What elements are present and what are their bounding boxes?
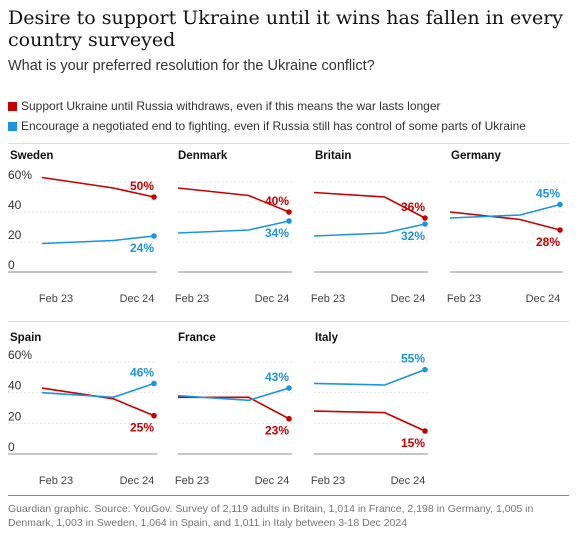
end-label-negotiate: 24% <box>130 241 154 255</box>
series-line-negotiate <box>449 203 561 219</box>
chart-title: Desire to support Ukraine until it wins … <box>8 7 564 51</box>
legend-item-negotiate: Encourage a negotiated end to fighting, … <box>8 119 573 133</box>
chart-subtitle: What is your preferred resolution for th… <box>8 58 375 74</box>
series-line-negotiate <box>41 235 155 245</box>
series-line-support <box>449 211 561 231</box>
panel-title-spain: Spain <box>10 332 42 344</box>
x-tick-label: Dec 24 <box>255 293 290 305</box>
x-tick-label: Dec 24 <box>391 293 426 305</box>
series-line-support <box>178 396 290 420</box>
panel-germany: Feb 23 Dec 24 28% 45% <box>447 181 563 305</box>
end-label-support: 40% <box>265 194 289 208</box>
end-point-negotiate <box>286 218 292 224</box>
end-point-support <box>151 194 157 200</box>
end-label-negotiate: 43% <box>265 370 289 384</box>
y-tick-label: 40 <box>8 198 22 212</box>
end-point-support <box>422 215 428 221</box>
bottom-rule <box>8 495 569 496</box>
y-tick-label: 60% <box>8 168 32 182</box>
panel-title-france: France <box>178 332 216 344</box>
x-tick-label: Dec 24 <box>120 475 155 487</box>
end-point-support <box>151 412 157 419</box>
series-line-negotiate <box>313 368 426 386</box>
end-point-negotiate <box>286 385 292 391</box>
small-multiples-chart: 60% 40 20 0 Feb 23 Dec 24 50% 24% Feb 23 Dec 24 40… <box>8 168 563 487</box>
legend-label-negotiate: Encourage a negotiated end to fighting, … <box>21 119 526 133</box>
end-label-support: 28% <box>536 235 560 249</box>
x-tick-label: Feb 23 <box>175 293 209 305</box>
end-label-support: 50% <box>130 179 154 193</box>
y-tick-label: 20 <box>8 409 22 423</box>
end-point-support <box>286 415 292 422</box>
series-line-support <box>41 176 155 198</box>
panel-italy: Feb 23 Dec 24 15% 55% <box>311 352 428 487</box>
legend-swatch-support <box>8 102 17 111</box>
y-tick-label: 40 <box>8 379 22 393</box>
series-line-negotiate <box>313 223 426 237</box>
series-line-negotiate <box>177 387 290 402</box>
end-label-negotiate: 45% <box>536 187 560 201</box>
end-label-support: 23% <box>265 424 289 438</box>
end-label-support: 36% <box>401 200 425 214</box>
panel-title-italy: Italy <box>315 332 339 344</box>
y-tick-label: 0 <box>8 258 15 272</box>
x-tick-label: Feb 23 <box>39 293 73 305</box>
y-tick-label: 60% <box>8 348 32 362</box>
x-tick-label: Dec 24 <box>391 475 426 487</box>
end-label-support: 25% <box>130 421 154 435</box>
panel-title-sweden: Sweden <box>10 150 54 162</box>
end-label-negotiate: 46% <box>130 365 154 379</box>
end-label-negotiate: 55% <box>401 352 425 366</box>
series-line-support <box>313 191 426 219</box>
divider-middle <box>8 321 569 322</box>
panel-sweden: 60% 40 20 0 Feb 23 Dec 24 50% 24% <box>8 168 157 305</box>
end-point-negotiate <box>422 221 428 227</box>
panel-france: Feb 23 Dec 24 23% 43% <box>175 361 292 487</box>
y-tick-label: 0 <box>8 440 15 454</box>
series-line-negotiate <box>177 220 290 234</box>
x-tick-label: Feb 23 <box>447 293 481 305</box>
legend-swatch-negotiate <box>8 122 17 131</box>
series-line-support <box>41 387 155 417</box>
x-tick-label: Feb 23 <box>175 475 209 487</box>
x-tick-label: Dec 24 <box>255 475 290 487</box>
legend-label-support: Support Ukraine until Russia withdraws, … <box>21 99 441 113</box>
end-point-negotiate <box>151 233 157 239</box>
end-label-negotiate: 34% <box>265 226 289 240</box>
panel-denmark: Feb 23 Dec 24 40% 34% <box>175 181 292 305</box>
end-point-support <box>422 428 428 434</box>
x-tick-label: Feb 23 <box>39 475 73 487</box>
series-line-support <box>313 410 426 432</box>
end-point-negotiate <box>151 380 157 387</box>
panel-spain: 60% 40 20 0 Feb 23 Dec 24 25% 46% <box>8 348 157 487</box>
end-point-negotiate <box>422 366 428 373</box>
end-label-support: 15% <box>401 436 425 450</box>
x-tick-label: Dec 24 <box>526 293 561 305</box>
series-line-negotiate <box>41 382 155 399</box>
source-note: Guardian graphic. Source: YouGov. Survey… <box>8 503 534 529</box>
panel-title-denmark: Denmark <box>178 150 228 162</box>
panel-title-britain: Britain <box>315 150 352 162</box>
legend-item-support: Support Ukraine until Russia withdraws, … <box>8 99 573 113</box>
x-tick-label: Feb 23 <box>311 293 345 305</box>
x-tick-label: Dec 24 <box>120 293 155 305</box>
x-tick-label: Feb 23 <box>311 475 345 487</box>
series-line-support <box>177 187 290 213</box>
end-point-support <box>286 209 292 215</box>
divider-top <box>8 143 569 144</box>
y-tick-label: 20 <box>8 228 22 242</box>
end-point-negotiate <box>557 201 563 208</box>
panel-britain: Feb 23 Dec 24 36% 32% <box>311 181 428 305</box>
panel-title-germany: Germany <box>451 150 501 162</box>
end-point-support <box>557 227 563 233</box>
end-label-negotiate: 32% <box>401 229 425 243</box>
